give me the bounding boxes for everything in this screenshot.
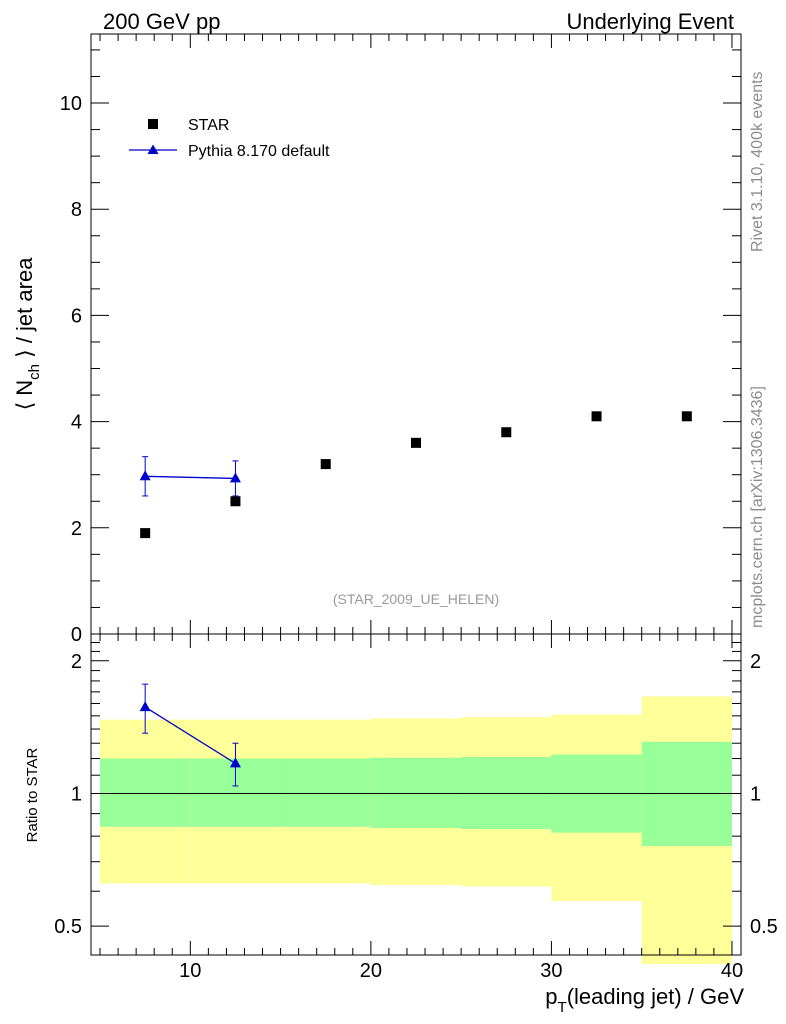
x-tick-label: 10 (179, 960, 201, 982)
analysis-tag: (STAR_2009_UE_HELEN) (333, 591, 499, 607)
legend-star-marker (148, 119, 158, 129)
main-y-axis-label-main: ⟨ N (12, 380, 37, 411)
x-axis-label-main: p (545, 984, 557, 1009)
star-data-point (320, 459, 331, 470)
pythia-data-point (229, 472, 241, 483)
main-y-tick-label: 2 (71, 518, 82, 540)
pythia-ratio-line (144, 706, 236, 764)
x-tick-label: 20 (360, 960, 382, 982)
ratio-y-tick-label-right: 1 (750, 783, 761, 805)
x-axis-label-sub: T (558, 999, 567, 1016)
x-axis-label: pT(leading jet) / GeV (545, 984, 744, 1016)
legend-star-label: STAR (188, 117, 229, 134)
ratio-y-tick-label-right: 2 (750, 651, 761, 673)
star-data-point (230, 496, 241, 507)
main-y-tick-label: 8 (71, 199, 82, 221)
pythia-line (145, 475, 236, 480)
main-y-axis-label-sub: ch (26, 364, 43, 380)
ratio-y-axis-label: Ratio to STAR (24, 747, 41, 842)
pythia-ratio-point (229, 757, 241, 768)
ratio-panel: 10 20 30 40 0.5 0.5 1 1 2 2 (54, 620, 778, 982)
main-y-tick-label: 6 (71, 305, 82, 327)
legend-pythia-marker (147, 144, 159, 154)
star-data-point (411, 437, 421, 448)
legend: STAR Pythia 8.170 default (129, 117, 330, 160)
pythia-ratio-point (139, 701, 151, 712)
star-data-point (681, 411, 692, 422)
ratio-y-tick-label-left: 2 (71, 651, 82, 673)
header-right-label: Underlying Event (566, 9, 734, 34)
main-panel: 0 2 4 6 8 10 (60, 33, 742, 646)
ratio-frame (90, 633, 742, 956)
star-data-point (591, 411, 602, 422)
ratio-y-tick-label-left: 1 (71, 783, 82, 805)
x-tick-label: 40 (721, 960, 743, 982)
main-y-axis-label: ⟨ Nch ⟩ / jet area (12, 257, 43, 411)
main-y-tick-label: 10 (60, 93, 82, 115)
legend-pythia-label: Pythia 8.170 default (188, 143, 330, 160)
main-y-tick-label: 4 (71, 412, 82, 434)
pythia-data-point (139, 470, 151, 481)
x-axis-label-rest: (leading jet) / GeV (567, 984, 745, 1009)
band-inner (280, 758, 371, 827)
star-data-point (501, 427, 512, 438)
x-tick-label: 30 (540, 960, 562, 982)
header-left-label: 200 GeV pp (103, 9, 220, 34)
ratio-y-tick-label-left: 0.5 (54, 916, 82, 938)
band-inner (100, 758, 191, 827)
rivet-version-label: Rivet 3.1.10, 400k events (749, 71, 766, 252)
main-y-tick-label: 0 (71, 624, 82, 646)
ratio-y-tick-label-right: 0.5 (750, 916, 778, 938)
band-inner (370, 757, 462, 828)
star-data-point (140, 528, 151, 539)
mcplots-label: mcplots.cern.ch [arXiv:1306.3436] (749, 386, 766, 628)
main-y-axis-label-rest: ⟩ / jet area (12, 257, 37, 364)
